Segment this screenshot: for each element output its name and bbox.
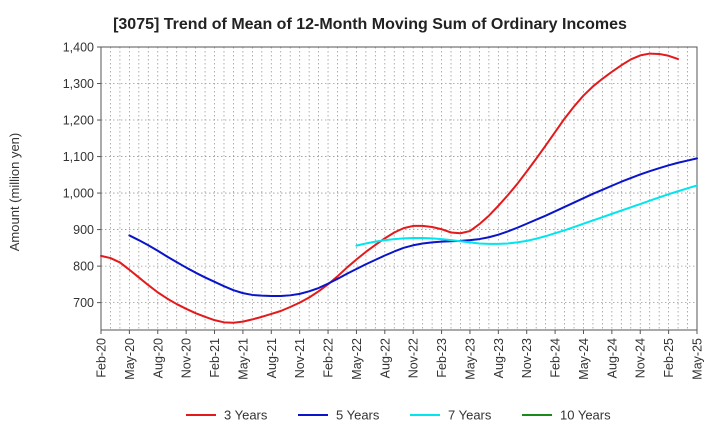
legend-label: 3 Years <box>224 408 268 423</box>
x-tick-label: May-22 <box>350 338 364 380</box>
y-tick-label: 900 <box>73 223 94 237</box>
y-tick-label: 1,300 <box>63 77 94 91</box>
plot-frame <box>100 46 698 331</box>
x-tick-label: May-20 <box>123 338 137 380</box>
x-tick-label: Aug-23 <box>492 338 506 378</box>
series-line-7-years <box>355 184 698 247</box>
y-tick-label: 1,000 <box>63 187 94 201</box>
y-axis: 700 800 900 1,000 1,100 1,200 1,300 1,400 <box>63 41 101 310</box>
x-tick-label: May-23 <box>463 338 477 380</box>
x-tick-label: Nov-20 <box>180 338 194 378</box>
y-tick-label: 1,400 <box>63 41 94 55</box>
y-axis-label: Amount (million yen) <box>7 133 22 252</box>
y-tick-label: 800 <box>73 260 94 274</box>
x-tick-label: Nov-21 <box>293 338 307 378</box>
chart-title: [3075] Trend of Mean of 12-Month Moving … <box>113 16 627 33</box>
x-tick-label: May-21 <box>236 338 250 380</box>
x-axis: Feb-20 May-20 Aug-20 Nov-20 Feb-21 May-21 Aug-… <box>95 330 705 380</box>
x-tick-label: Feb-22 <box>322 338 336 378</box>
x-tick-label: Feb-24 <box>549 338 563 378</box>
x-tick-label: Feb-23 <box>435 338 449 378</box>
legend-label: 5 Years <box>336 408 380 423</box>
y-tick-label: 1,200 <box>63 114 94 128</box>
x-tick-label: Aug-24 <box>605 338 619 378</box>
x-tick-label: Feb-20 <box>95 338 109 378</box>
y-tick-label: 1,100 <box>63 150 94 164</box>
x-tick-label: Aug-22 <box>378 338 392 378</box>
x-tick-label: Aug-20 <box>151 338 165 378</box>
x-tick-label: Feb-21 <box>208 338 222 378</box>
legend-label: 10 Years <box>560 408 611 423</box>
y-tick-label: 700 <box>73 296 94 310</box>
x-tick-label: Nov-23 <box>520 338 534 378</box>
legend-label: 7 Years <box>448 408 492 423</box>
x-tick-label: May-25 <box>691 338 705 380</box>
legend: 3 Years 5 Years 7 Years 10 Years <box>186 408 611 423</box>
x-tick-label: Aug-21 <box>265 338 279 378</box>
x-tick-label: Nov-24 <box>634 338 648 378</box>
x-tick-label: Nov-22 <box>407 338 421 378</box>
x-tick-label: May-24 <box>577 338 591 380</box>
series-lines <box>100 52 698 324</box>
series-line-5-years <box>128 157 698 298</box>
series-line-3-years <box>100 52 680 324</box>
x-tick-label: Feb-25 <box>662 338 676 378</box>
